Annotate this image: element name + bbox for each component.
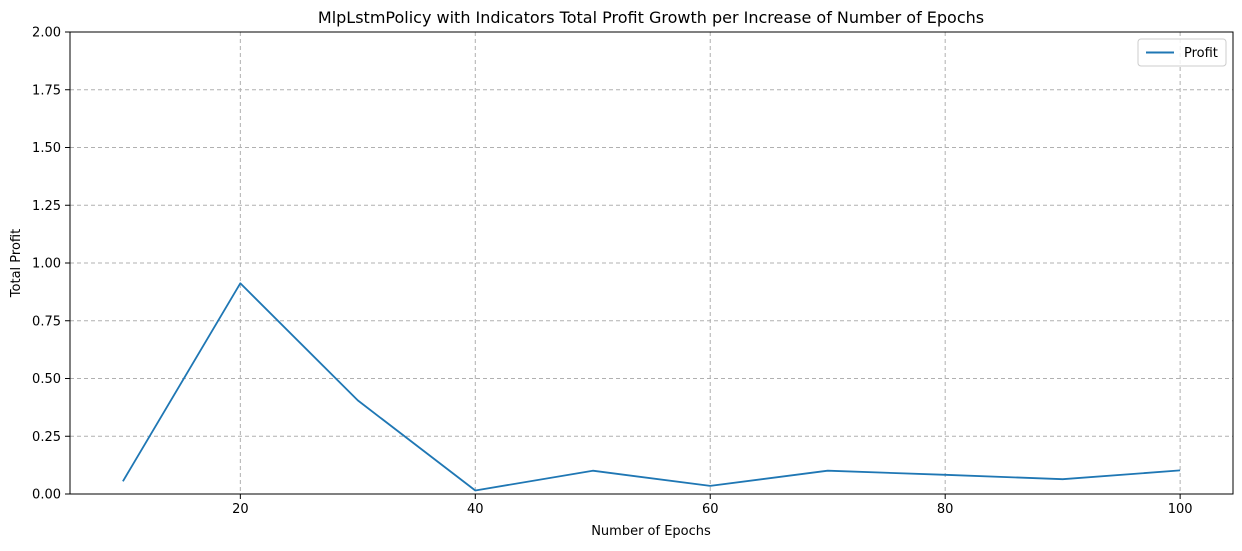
legend-label-profit: Profit [1184, 46, 1218, 61]
x-axis-label: Number of Epochs [591, 524, 711, 539]
y-axis-label: Total Profit [9, 229, 24, 298]
y-tick-label: 1.25 [32, 199, 61, 214]
series-layer [122, 282, 1181, 492]
y-tick-label: 1.00 [32, 257, 61, 272]
x-tick-label: 80 [937, 502, 954, 517]
y-tick-label: 0.25 [32, 430, 61, 445]
y-tick-label: 2.00 [32, 26, 61, 41]
legend-box [1137, 38, 1227, 67]
series-line-profit [122, 282, 1181, 492]
x-tick-label: 60 [702, 502, 719, 517]
chart-title: MlpLstmPolicy with Indicators Total Prof… [318, 8, 984, 27]
x-tick-label: 20 [232, 502, 249, 517]
y-tick-label: 1.75 [32, 83, 61, 98]
x-tick-label: 40 [467, 502, 484, 517]
axis-ticks: 20 40 60 80 100 0.00 0.25 0.50 0.75 1.00 1.25 1.50 1… [32, 26, 1193, 518]
y-tick-label: 0.50 [32, 372, 61, 387]
y-tick-label: 0.00 [32, 488, 61, 503]
x-tick-label: 100 [1168, 502, 1193, 517]
y-tick-label: 1.50 [32, 141, 61, 156]
y-tick-label: 0.75 [32, 314, 61, 329]
grid-lines [70, 31, 1233, 495]
legend: Profit [1137, 38, 1227, 67]
